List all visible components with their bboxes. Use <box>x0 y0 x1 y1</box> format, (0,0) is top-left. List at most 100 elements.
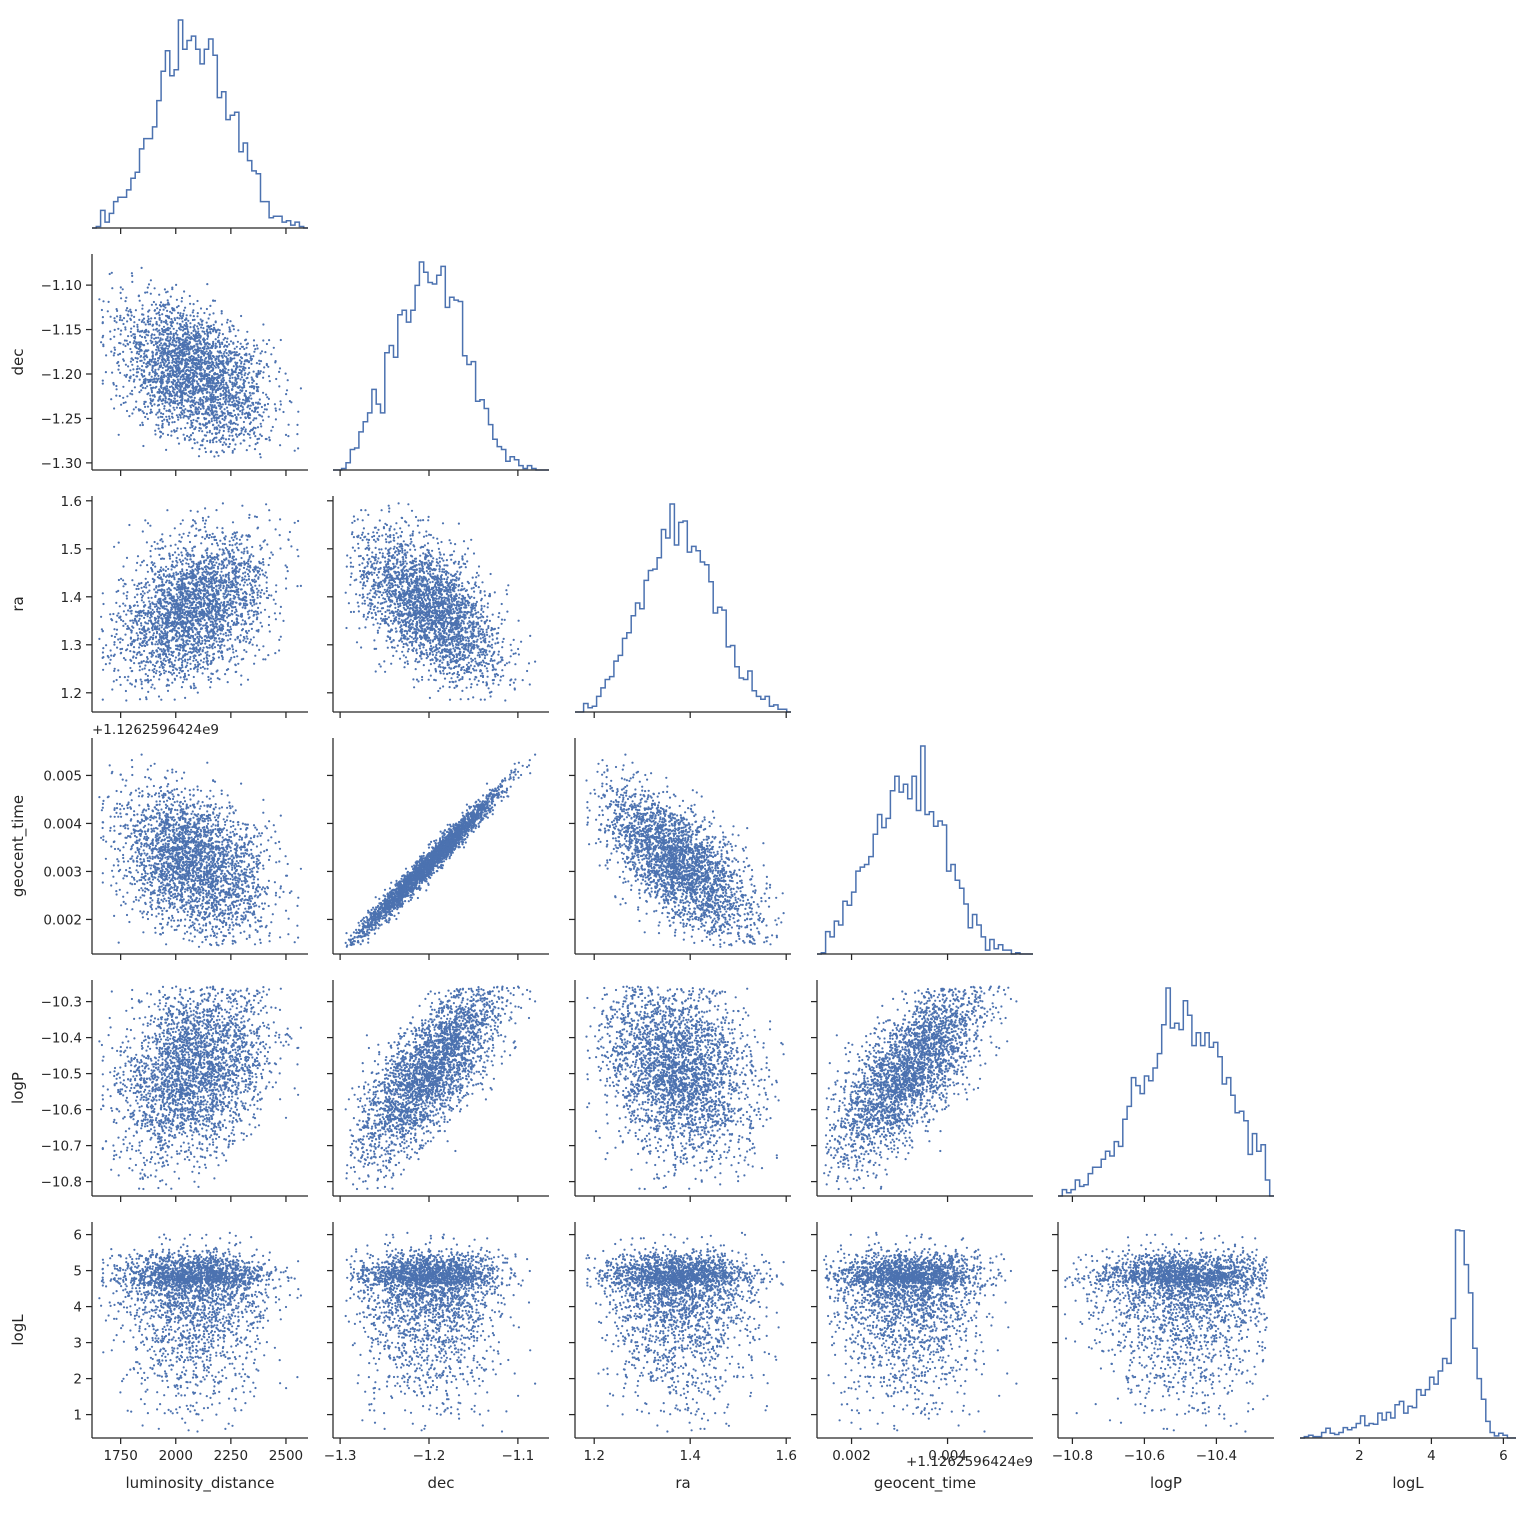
scatter-point <box>214 417 216 419</box>
scatter-point <box>166 615 168 617</box>
scatter-point <box>171 385 173 387</box>
scatter-point <box>256 442 258 444</box>
scatter-point <box>229 626 231 628</box>
scatter-point <box>118 542 120 544</box>
scatter-point <box>173 672 175 674</box>
scatter-point <box>232 398 234 400</box>
scatter-point <box>225 567 227 569</box>
scatter-point <box>215 617 217 619</box>
scatter-point <box>119 605 121 607</box>
scatter-point <box>168 362 170 364</box>
scatter-point <box>248 367 250 369</box>
scatter-point <box>253 433 255 435</box>
scatter-point <box>240 427 242 429</box>
scatter-point <box>204 424 206 426</box>
scatter-point <box>128 415 130 417</box>
scatter-point <box>226 358 228 360</box>
scatter-point <box>117 669 119 671</box>
scatter-point <box>167 373 169 375</box>
scatter-point <box>155 364 157 366</box>
scatter-point <box>210 624 212 626</box>
scatter-point <box>159 319 161 321</box>
scatter-point <box>229 414 231 416</box>
scatter-point <box>154 430 156 432</box>
scatter-point <box>164 630 166 632</box>
scatter-point <box>197 597 199 599</box>
scatter-point <box>172 554 174 556</box>
scatter-point <box>142 530 144 532</box>
scatter-point <box>245 390 247 392</box>
scatter-point <box>142 410 144 412</box>
scatter-point <box>232 590 234 592</box>
scatter-point <box>150 279 152 281</box>
scatter-point <box>240 417 242 419</box>
scatter-point <box>244 430 246 432</box>
scatter-point <box>176 352 178 354</box>
scatter-point <box>139 379 141 381</box>
scatter-point <box>200 427 202 429</box>
scatter-point <box>222 444 224 446</box>
scatter-point <box>188 353 190 355</box>
scatter-point <box>132 359 134 361</box>
scatter-point <box>212 401 214 403</box>
scatter-point <box>205 344 207 346</box>
scatter-point <box>151 405 153 407</box>
scatter-point <box>215 385 217 387</box>
scatter-point <box>165 338 167 340</box>
scatter-point <box>155 585 157 587</box>
scatter-point <box>186 363 188 365</box>
scatter-point <box>178 342 180 344</box>
scatter-point <box>227 360 229 362</box>
scatter-point <box>180 428 182 430</box>
scatter-point <box>161 533 163 535</box>
scatter-point <box>167 568 169 570</box>
scatter-point <box>124 623 126 625</box>
scatter-point <box>227 425 229 427</box>
scatter-point <box>169 665 171 667</box>
scatter-point <box>206 368 208 370</box>
scatter-point <box>239 392 241 394</box>
scatter-point <box>163 615 165 617</box>
scatter-point <box>217 544 219 546</box>
scatter-point <box>221 323 223 325</box>
scatter-point <box>161 403 163 405</box>
scatter-point <box>195 330 197 332</box>
scatter-point <box>157 391 159 393</box>
scatter-point <box>200 403 202 405</box>
scatter-point <box>267 654 269 656</box>
scatter-point <box>185 562 187 564</box>
scatter-point <box>206 610 208 612</box>
scatter-point <box>143 660 145 662</box>
scatter-point <box>229 443 231 445</box>
scatter-point <box>175 382 177 384</box>
scatter-point <box>285 373 287 375</box>
scatter-point <box>228 354 230 356</box>
scatter-point <box>144 664 146 666</box>
scatter-point <box>143 403 145 405</box>
scatter-point <box>210 681 212 683</box>
scatter-point <box>147 287 149 289</box>
scatter-point <box>138 368 140 370</box>
scatter-point <box>161 345 163 347</box>
scatter-point <box>245 396 247 398</box>
scatter-point <box>193 657 195 659</box>
scatter-point <box>185 379 187 381</box>
scatter-point <box>201 430 203 432</box>
scatter-point <box>130 629 132 631</box>
scatter-point <box>163 405 165 407</box>
scatter-point <box>219 415 221 417</box>
scatter-point <box>206 322 208 324</box>
scatter-point <box>223 339 225 341</box>
scatter-point <box>116 647 118 649</box>
scatter-point <box>197 363 199 365</box>
scatter-point <box>116 615 118 617</box>
scatter-point <box>218 382 220 384</box>
scatter-point <box>181 317 183 319</box>
scatter-point <box>118 434 120 436</box>
scatter-point <box>252 621 254 623</box>
scatter-point <box>208 374 210 376</box>
scatter-point <box>190 372 192 374</box>
scatter-point <box>154 358 156 360</box>
scatter-point <box>188 379 190 381</box>
scatter-point <box>132 374 134 376</box>
